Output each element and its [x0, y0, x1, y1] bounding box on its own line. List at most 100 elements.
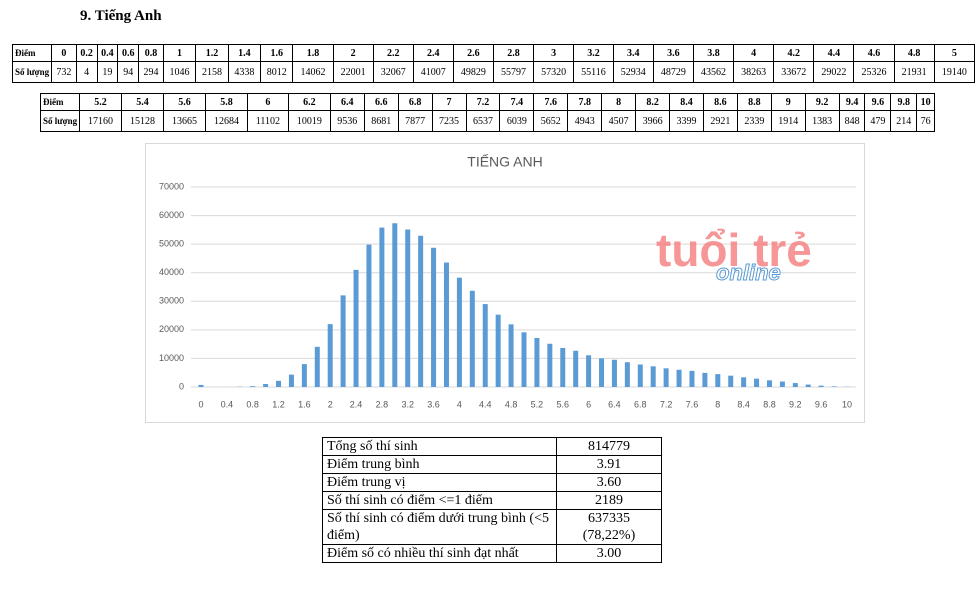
y-tick-label: 20000	[159, 324, 184, 334]
x-tick-label: 2.8	[376, 399, 389, 409]
x-tick-label: 4	[457, 399, 462, 409]
bar	[754, 378, 760, 387]
bar	[288, 374, 294, 387]
count: 55116	[573, 61, 614, 83]
bar	[741, 377, 747, 387]
count: 4507	[601, 110, 637, 132]
count: 19	[96, 61, 119, 83]
count: 1914	[770, 110, 806, 132]
y-tick-label: 70000	[159, 181, 184, 191]
x-tick-label: 7.6	[686, 399, 699, 409]
x-tick-label: 2	[328, 399, 333, 409]
y-tick-label: 30000	[159, 296, 184, 306]
score-table: Điểm 5.2 5.4 5.6 5.8 6 6.2 6.4 6.6 6.8 7 7.2 7.4 7.6 7…	[40, 93, 935, 132]
bar	[831, 386, 837, 387]
count: 11102	[247, 110, 289, 132]
score: 3.4	[612, 44, 654, 62]
score: 2	[332, 44, 374, 62]
bar	[392, 223, 398, 387]
count: 1046	[162, 61, 197, 83]
count-row: Số lượng 732 4 19 94 294 1046 2158 4338 8012 14062…	[12, 61, 976, 83]
score: 7.2	[465, 93, 501, 111]
count: 22001	[332, 61, 374, 83]
x-tick-label: 9.6	[815, 399, 828, 409]
count: 38263	[733, 61, 775, 83]
bar	[586, 355, 592, 387]
count: 2158	[195, 61, 229, 83]
watermark: tuổi trẻ	[656, 224, 812, 276]
score: 1.4	[227, 44, 262, 62]
score: 0.4	[96, 44, 119, 62]
count: 49829	[452, 61, 494, 83]
stat-label: Tổng số thí sinh	[322, 437, 557, 456]
score: 3	[533, 44, 575, 62]
bar	[702, 372, 708, 387]
stats-row: Số thí sinh có điểm dưới trung bình (<5 …	[322, 509, 662, 545]
count: 13665	[163, 110, 206, 132]
score: 1.2	[195, 44, 229, 62]
bar	[456, 277, 462, 387]
bar	[560, 347, 566, 387]
score: 1.8	[292, 44, 334, 62]
count: 479	[864, 110, 892, 132]
chart-title: TIẾNG ANH	[467, 154, 542, 170]
row-label: Số lượng	[40, 110, 80, 132]
bar	[728, 375, 734, 387]
stats-row: Điểm trung vị 3.60	[322, 473, 662, 492]
count: 17160	[79, 110, 122, 132]
x-tick-label: 1.6	[298, 399, 311, 409]
x-tick-label: 9.2	[789, 399, 802, 409]
stat-value: 3.60	[556, 473, 662, 492]
x-tick-label: 8	[715, 399, 720, 409]
bar	[482, 304, 488, 387]
count: 29022	[813, 61, 855, 83]
bar	[508, 324, 514, 387]
x-tick-label: 4.8	[505, 399, 518, 409]
bar	[353, 269, 359, 387]
score: 9.4	[838, 93, 866, 111]
stat-label: Điểm trung bình	[322, 455, 557, 474]
bar	[301, 364, 307, 387]
count: 43562	[692, 61, 735, 83]
bar	[340, 295, 346, 387]
score: 5	[933, 44, 976, 62]
bar	[521, 332, 527, 387]
stat-value: 637335 (78,22%)	[556, 509, 662, 545]
bar	[792, 383, 798, 387]
score-table: Điểm 0 0.2 0.4 0.6 0.8 1 1.2 1.4 1.6 1.8 2 2.2 2.4 2.6…	[12, 44, 976, 83]
x-tick-label: 8.4	[737, 399, 750, 409]
count: 3966	[635, 110, 671, 132]
bar	[676, 369, 682, 387]
score: 8.8	[736, 93, 772, 111]
score: 0.6	[117, 44, 140, 62]
bar	[547, 343, 553, 387]
bar	[443, 262, 449, 387]
x-tick-label: 8.8	[763, 399, 776, 409]
score: 10	[916, 93, 935, 111]
bar	[431, 247, 437, 387]
count: 4943	[567, 110, 603, 132]
count: 25326	[853, 61, 895, 83]
count: 214	[890, 110, 918, 132]
bar	[366, 244, 372, 387]
stat-value: 2189	[556, 491, 662, 510]
count: 14062	[292, 61, 334, 83]
stat-label: Điểm trung vị	[322, 473, 557, 492]
score: 2.2	[372, 44, 414, 62]
count: 8012	[260, 61, 294, 83]
bar	[276, 380, 282, 387]
count: 6039	[499, 110, 535, 132]
x-tick-label: 6	[586, 399, 591, 409]
score: 5.6	[163, 93, 206, 111]
count: 294	[138, 61, 164, 83]
count: 4338	[227, 61, 262, 83]
x-tick-label: 0	[198, 399, 203, 409]
count: 6537	[465, 110, 501, 132]
bar	[766, 380, 772, 387]
y-tick-label: 60000	[159, 210, 184, 220]
score: 1.6	[260, 44, 294, 62]
count: 55797	[492, 61, 535, 83]
score: 8	[601, 93, 637, 111]
bar	[534, 337, 540, 387]
